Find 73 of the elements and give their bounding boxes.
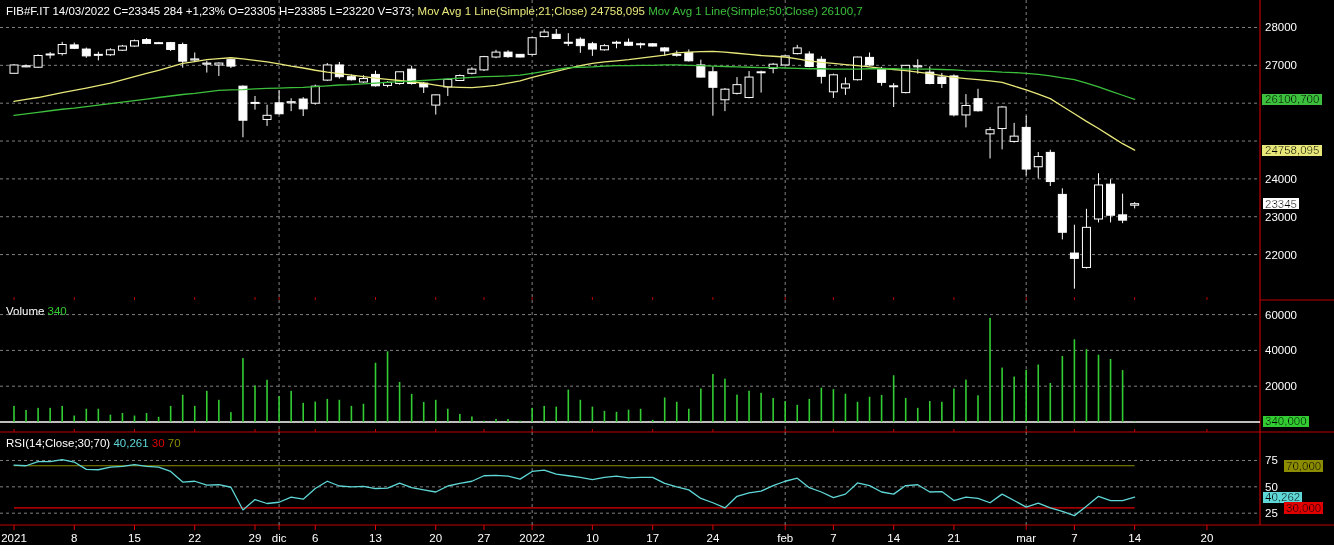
candlestick: [310, 84, 320, 106]
x-tick-label: 14: [887, 532, 901, 544]
candlestick: [1118, 193, 1128, 224]
x-tick-label: dic: [271, 532, 287, 544]
y-tick-label: 50: [1265, 480, 1278, 493]
y-tick-label: 24000: [1265, 172, 1297, 185]
x-tick-label: 2021: [1, 532, 27, 544]
candlestick: [720, 87, 730, 112]
text: 30,000: [1286, 501, 1322, 514]
x-tick-label: 21: [947, 532, 961, 544]
chart-title: Volume: [6, 305, 45, 317]
x-tick-label: feb: [777, 532, 794, 544]
candlestick: [973, 88, 983, 113]
x-tick-label: 7: [1071, 532, 1078, 544]
x-tick-label: 29: [248, 532, 262, 544]
ref-line-label: 70: [164, 437, 181, 449]
annotation: 340: [44, 305, 67, 317]
candlestick: [274, 89, 284, 116]
x-tick-label: 8: [71, 532, 78, 544]
y-tick-label: 22000: [1265, 248, 1297, 261]
y-tick-label: 25: [1265, 507, 1278, 520]
text: Mov Avg 1 Line(Simple;50;Close): [644, 5, 819, 17]
candlestick: [877, 66, 887, 87]
x-tick-label: 22: [188, 532, 202, 544]
x-tick-label: 17: [646, 532, 660, 544]
text: 26100,700: [1265, 93, 1320, 106]
y-tick-label: 75: [1265, 454, 1278, 467]
x-tick-label: 20: [1200, 532, 1214, 544]
candlestick: [298, 96, 308, 117]
candlestick: [214, 61, 224, 77]
candlestick: [744, 70, 754, 99]
candlestick: [708, 65, 718, 117]
line-series: [13, 458, 1136, 517]
x-tick-label: 20: [429, 532, 443, 544]
chart-title: RSI(14;Close;30;70): [6, 437, 111, 449]
x-tick-label: 24: [706, 532, 720, 544]
x-tick-label: 15: [128, 532, 141, 544]
candlestick: [1009, 122, 1019, 144]
text: 24758,095: [1265, 144, 1320, 157]
candlestick: [961, 93, 971, 128]
text: 70,000: [1286, 459, 1322, 472]
x-tick-label: 10: [586, 532, 599, 544]
x-tick-label: 13: [369, 532, 382, 544]
x-tick-label: 27: [477, 532, 491, 544]
y-tick-label: 60000: [1265, 308, 1297, 321]
candlestick: [262, 104, 272, 127]
candlestick: [178, 42, 188, 69]
y-tick-label: 28000: [1265, 21, 1297, 34]
annotation: 24758,095: [587, 5, 645, 17]
candlestick: [997, 105, 1007, 150]
text: 40,262: [1265, 491, 1301, 504]
y-tick-label: 23000: [1265, 210, 1297, 223]
candlestick: [828, 73, 838, 99]
x-tick-label: 2022: [519, 532, 545, 544]
x-tick-label: mar: [1016, 532, 1037, 544]
chart-title: FIB#F.IT 14/03/2022 C=23345 284 +1,23% O=23305 H=23385 L=23220 V=373;: [6, 5, 415, 17]
annotation: 26100,7: [817, 5, 863, 17]
y-tick-label: 20000: [1265, 380, 1297, 393]
y-tick-label: 27000: [1265, 59, 1297, 72]
candlestick: [431, 93, 441, 116]
annotation: 40,261: [110, 437, 149, 449]
y-tick-label: 40000: [1265, 344, 1297, 357]
candlestick: [250, 95, 260, 111]
ref-line-label: 30: [148, 437, 165, 449]
text: 23345: [1265, 197, 1297, 210]
candlestick: [985, 126, 995, 159]
candlestick: [1033, 151, 1043, 180]
x-tick-label: 6: [312, 532, 319, 544]
candlestick: [1069, 224, 1079, 290]
candlestick: [889, 82, 899, 108]
x-tick-label: 7: [830, 532, 837, 544]
text: Mov Avg 1 Line(Simple;21;Close): [414, 5, 588, 17]
x-tick-label: 14: [1128, 532, 1142, 544]
